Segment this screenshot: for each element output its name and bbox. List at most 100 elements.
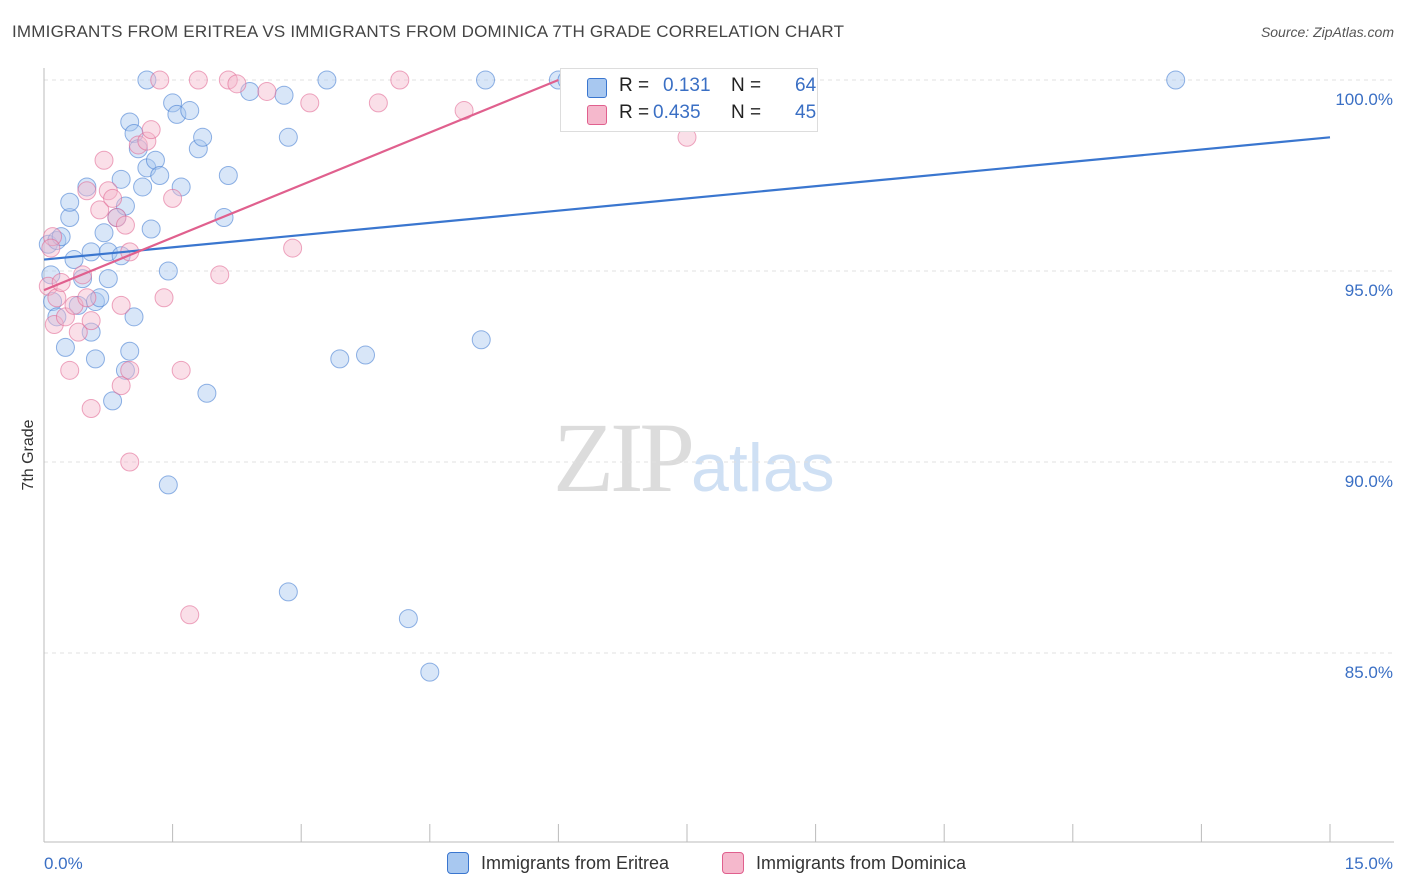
point-dominica <box>300 93 320 113</box>
y-tick-label: 90.0% <box>1345 472 1393 491</box>
grid-lines <box>44 79 1394 654</box>
point-dominica <box>180 605 200 625</box>
point-dominica <box>390 70 410 90</box>
point-dominica <box>41 238 61 258</box>
point-eritrea <box>197 383 217 403</box>
point-eritrea <box>1166 70 1186 90</box>
legend-item-dominica[interactable]: Immigrants from Dominica <box>722 852 966 874</box>
point-dominica <box>94 150 114 170</box>
y-tick-label: 85.0% <box>1345 663 1393 682</box>
legend-label-eritrea: Immigrants from Eritrea <box>481 852 670 873</box>
point-eritrea <box>145 150 165 170</box>
point-eritrea <box>115 360 135 380</box>
point-eritrea <box>60 192 80 212</box>
watermark-atlas: atlas <box>691 430 835 506</box>
point-eritrea <box>94 223 114 243</box>
point-eritrea <box>60 208 80 228</box>
series-legend: Immigrants from Eritrea Immigrants from … <box>0 852 1406 876</box>
point-eritrea <box>120 112 140 132</box>
point-dominica <box>111 295 131 315</box>
legend-r-value: 0.435 <box>653 102 701 123</box>
point-eritrea <box>471 330 491 350</box>
axes <box>43 68 1394 843</box>
watermark: ZIPatlas <box>553 400 835 515</box>
point-eritrea <box>193 127 213 147</box>
point-eritrea <box>103 391 123 411</box>
point-dominica <box>227 74 247 94</box>
point-dominica <box>81 399 101 419</box>
point-eritrea <box>111 169 131 189</box>
y-tick-label: 100.0% <box>1335 90 1393 109</box>
point-dominica <box>283 238 303 258</box>
legend-r-value: 0.131 <box>663 75 711 96</box>
trend-line-dominica <box>43 78 559 292</box>
point-eritrea <box>356 345 375 365</box>
source-note: Source: ZipAtlas.com <box>1260 24 1394 40</box>
legend-n-label: N = <box>731 102 762 123</box>
point-dominica <box>210 265 230 285</box>
point-dominica <box>163 188 183 208</box>
point-eritrea <box>278 127 298 147</box>
chart-title: IMMIGRANTS FROM ERITREA VS IMMIGRANTS FR… <box>12 22 845 41</box>
point-dominica <box>137 131 157 151</box>
point-eritrea <box>158 475 178 495</box>
point-eritrea <box>163 93 183 113</box>
data-points <box>38 70 1186 682</box>
point-eritrea <box>55 337 75 357</box>
point-dominica <box>60 360 80 380</box>
point-dominica <box>368 93 388 113</box>
y-tick-label: 95.0% <box>1345 281 1393 300</box>
point-dominica <box>44 314 64 334</box>
point-eritrea <box>274 85 294 105</box>
point-eritrea <box>133 177 153 197</box>
point-eritrea <box>180 101 200 121</box>
point-eritrea <box>81 242 101 262</box>
point-dominica <box>68 322 88 342</box>
trend-lines <box>43 78 1331 292</box>
point-dominica <box>115 215 135 235</box>
point-eritrea <box>278 582 298 602</box>
point-dominica <box>77 181 97 201</box>
point-eritrea <box>398 609 418 629</box>
y-axis-label: 7th Grade <box>20 419 37 490</box>
legend-n-value: 45 <box>795 102 817 123</box>
point-eritrea <box>85 349 105 369</box>
legend-n-label: N = <box>731 75 762 96</box>
x-tick-label: 15.0% <box>1345 854 1393 873</box>
point-dominica <box>47 288 67 308</box>
point-eritrea <box>41 265 61 285</box>
watermark-zip: ZIP <box>553 402 695 513</box>
point-eritrea <box>476 70 496 90</box>
point-dominica <box>81 311 101 331</box>
point-eritrea <box>188 139 208 159</box>
point-dominica <box>141 120 161 140</box>
point-eritrea <box>120 341 140 361</box>
point-eritrea <box>167 104 187 124</box>
point-eritrea <box>317 70 337 90</box>
legend-swatch-dominica <box>722 852 744 874</box>
point-eritrea <box>158 261 178 281</box>
x-tick-label: 0.0% <box>44 854 83 873</box>
point-dominica <box>257 81 277 101</box>
tick-labels: 85.0% 90.0% 95.0% 100.0% 0.0% 15.0% 7th Grade <box>20 90 1393 873</box>
point-dominica <box>111 376 131 396</box>
legend-r-label: R = <box>619 102 650 123</box>
legend-item-eritrea[interactable]: Immigrants from Eritrea <box>447 852 669 874</box>
point-dominica <box>120 452 140 472</box>
legend-label-dominica: Immigrants from Dominica <box>756 852 967 873</box>
point-dominica <box>188 70 208 90</box>
point-dominica <box>103 188 123 208</box>
point-eritrea <box>218 166 238 185</box>
point-eritrea <box>420 662 440 682</box>
point-eritrea <box>141 219 161 239</box>
point-eritrea <box>98 269 118 289</box>
point-eritrea <box>124 307 144 327</box>
point-dominica <box>171 360 191 380</box>
legend-n-value: 64 <box>795 75 817 96</box>
trend-line-eritrea <box>43 136 1331 261</box>
legend-swatch-eritrea <box>447 852 469 874</box>
point-dominica <box>77 288 97 308</box>
legend-swatch-eritrea <box>587 78 607 98</box>
point-dominica <box>90 200 110 220</box>
